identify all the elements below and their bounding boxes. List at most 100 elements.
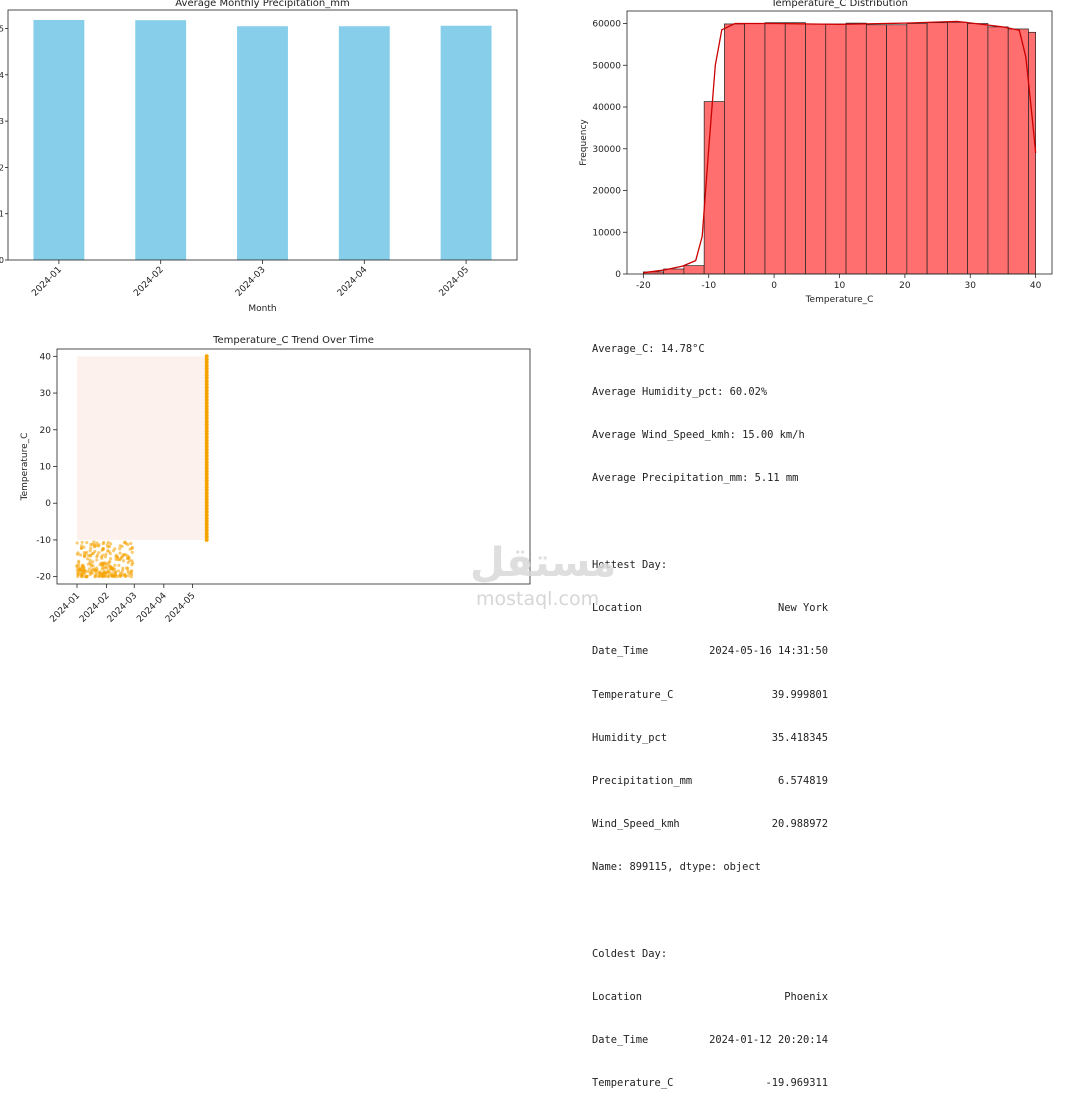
scatter-point — [85, 557, 90, 561]
scatter-point — [204, 369, 209, 374]
scatter-point — [204, 407, 209, 412]
y-tick-label: 40000 — [592, 103, 621, 113]
scatter-point — [204, 513, 209, 517]
scatter-point — [97, 544, 101, 548]
scatter-point — [204, 388, 209, 393]
x-tick-label: 2024-05 — [438, 265, 472, 299]
scatter-point — [114, 570, 118, 574]
hottest-value: 35.418345 — [771, 731, 828, 744]
scatter-point — [204, 488, 209, 493]
temperature-trend-scatter-chart: Temperature_C Trend Over Time 2024-01 2024… — [20, 335, 531, 625]
scatter-point — [126, 574, 131, 578]
scatter-point — [204, 457, 209, 461]
histogram-bar — [987, 26, 1009, 275]
histogram-bar — [805, 23, 827, 275]
scatter-point — [101, 575, 105, 579]
stat-average-humidity: Average Humidity_pct: 60.02% — [592, 386, 768, 399]
scatter-point — [112, 575, 117, 579]
scatter-point — [204, 453, 209, 458]
scatter-point — [82, 569, 86, 573]
scatter-point — [204, 485, 209, 489]
scatter-point — [121, 568, 125, 572]
coldest-key: Location — [592, 990, 643, 1003]
scatter-point — [82, 545, 86, 549]
scatter-point — [117, 563, 121, 567]
scatter-point — [118, 551, 122, 555]
x-tick-label: 2024-03 — [234, 265, 268, 299]
hottest-key: Location — [592, 602, 643, 615]
histogram-bar — [1028, 31, 1037, 275]
plot-frame — [56, 348, 531, 585]
hottest-row: Wind_Speed_kmh 20.988972 — [592, 817, 828, 831]
scatter-point — [204, 441, 209, 446]
scatter-point — [82, 554, 87, 559]
y-tick-label: 4 — [0, 71, 4, 80]
hottest-key: Precipitation_mm — [592, 774, 693, 787]
hottest-row: Date_Time 2024-05-16 14:31:50 — [592, 644, 828, 658]
scatter-point — [130, 545, 134, 550]
scatter-point — [88, 549, 92, 553]
scatter-point — [204, 382, 209, 387]
y-tick-label: -10 — [36, 536, 51, 546]
x-tick-label: 40 — [1030, 281, 1042, 291]
x-tick-label: -20 — [636, 281, 651, 291]
scatter-point — [80, 540, 84, 544]
scatter-point — [204, 494, 209, 499]
scatter-point — [125, 566, 129, 570]
scatter-point — [103, 555, 108, 559]
scatter-point — [204, 366, 209, 371]
x-tick-label: 2024-04 — [336, 265, 370, 299]
scatter-point — [88, 561, 92, 565]
y-tick-label: 0 — [615, 270, 621, 280]
scatter-point — [93, 573, 97, 577]
scatter-point — [204, 357, 209, 362]
scatter-point — [130, 559, 134, 563]
histogram-bar — [845, 22, 867, 275]
y-tick-label: 3 — [0, 117, 4, 126]
scatter-point — [115, 575, 119, 579]
hottest-day-footer: Name: 899115, dtype: object — [592, 861, 761, 874]
scatter-point — [88, 558, 92, 562]
y-tick-label: 2 — [0, 163, 4, 172]
scatter-point — [204, 478, 209, 483]
scatter-point — [105, 571, 109, 575]
scatter-point — [78, 571, 82, 575]
scatter-point — [93, 544, 97, 548]
scatter-point — [204, 425, 209, 430]
scatter-point — [204, 519, 209, 524]
scatter-point — [106, 574, 110, 578]
scatter-point — [204, 516, 209, 521]
scatter-point — [100, 567, 104, 571]
scatter-point — [95, 558, 99, 562]
bar — [135, 20, 187, 261]
stat-average-wind: Average Wind_Speed_kmh: 15.00 km/h — [592, 429, 805, 442]
coldest-day-header: Coldest Day: — [592, 947, 668, 960]
scatter-point — [204, 497, 209, 502]
hottest-value: 39.999801 — [771, 688, 828, 701]
scatter-point — [129, 569, 133, 574]
scatter-point — [204, 525, 209, 530]
y-tick-label: 30000 — [592, 145, 621, 155]
scatter-point — [85, 541, 89, 545]
scatter-point — [204, 522, 209, 527]
scatter-point — [113, 563, 117, 567]
scatter-point — [129, 575, 133, 579]
scatter-point — [104, 565, 108, 569]
scatter-point — [204, 438, 209, 443]
watermark-logo: مستقل — [470, 540, 618, 586]
scatter-point — [122, 559, 126, 563]
scatter-point — [204, 376, 209, 381]
plot-frame — [7, 9, 518, 261]
scatter-point — [102, 540, 106, 544]
precipitation-bar-chart: Average Monthly Precipitation_mm 2024-01 2… — [0, 0, 518, 314]
y-tick-label: 60000 — [592, 20, 621, 30]
bar — [440, 25, 492, 261]
scatter-point — [109, 557, 113, 561]
scatter-point — [80, 563, 84, 567]
scatter-point — [98, 563, 102, 567]
kde-line — [643, 20, 1037, 274]
histogram-bar — [865, 24, 887, 275]
scatter-point — [204, 506, 209, 511]
histogram-bar — [906, 23, 928, 275]
x-axis-label: Month — [248, 304, 276, 314]
